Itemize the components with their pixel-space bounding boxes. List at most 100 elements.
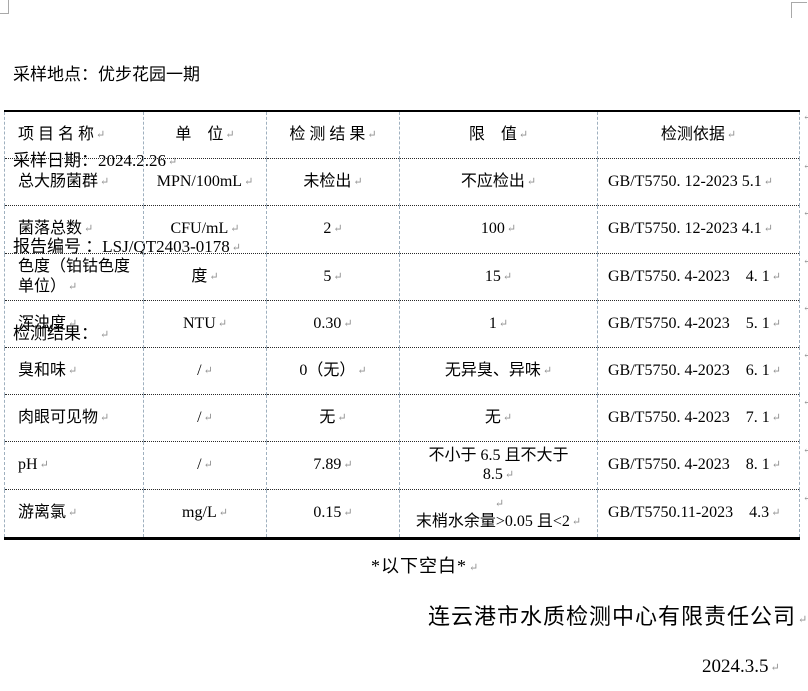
cell-text: 0（无） [299,361,356,379]
cell-text: 末梢水余量>0.05 且<2 [415,513,570,530]
cell-text: GB/T5750. 4-2023 5. 1 [608,314,770,332]
sampling-location-line[interactable]: 采样地点：优步花园一期 [13,61,241,90]
pilcrow-mark: ↵ [84,223,94,235]
cell-text: GB/T5750. 12-2023 4.1 [608,220,762,237]
cell-text: 15 [484,267,501,285]
cell-limit[interactable]: 1 ↵ [399,299,598,347]
cell-text: 色度（铂钴色度单位） [18,257,131,295]
pilcrow-mark: ↵ [244,175,254,188]
cell-text: 肉眼可见物 [18,408,99,426]
row-end-mark: ↵ [803,493,808,504]
cell-item-name[interactable]: 色度（铂钴色度单位） ↵ [4,252,144,300]
testing-company-name[interactable]: 连云港市水质检测中心有限责任公司 ↵ [428,599,808,631]
cell-text: 无 [484,408,501,426]
margin-corner-mark-top-right [791,2,807,18]
pilcrow-mark: ↵ [203,364,213,377]
pilcrow-mark: ↵ [357,364,367,377]
pilcrow-mark: ↵ [771,270,781,283]
cell-unit[interactable]: 度 ↵ [143,252,267,300]
cell-result[interactable]: 未检出 ↵ [266,157,400,205]
cell-basis[interactable]: GB/T5750.11-2023 4.3 ↵ [597,488,800,538]
cell-limit[interactable]: 无 ↵ [399,393,598,441]
column-header-result[interactable]: 检 测 结 果 ↵ [266,111,400,158]
column-header-item-name[interactable]: 项 目 名 称 ↵ [4,111,144,158]
cell-basis[interactable]: GB/T5750. 4-2023 5. 1 ↵ [597,299,800,347]
cell-basis[interactable]: GB/T5750. 12-2023 5.1 ↵ [597,157,800,205]
cell-unit[interactable]: mg/L ↵ [143,488,267,538]
table-row: 浑浊度 ↵ NTU ↵ 0.30 ↵ 1 ↵ GB/T5750. 4-2023 5. 1… [4,299,800,347]
cell-text: 0.30 [313,314,342,332]
column-header-text: 项 目 名 称 [18,125,95,143]
cell-text: 100 [480,220,505,237]
cell-result[interactable]: 0（无） ↵ [266,346,400,394]
pilcrow-mark: ↵ [494,498,505,510]
cell-text: GB/T5750. 4-2023 6. 1 [608,361,770,379]
below-blank-note[interactable]: *以下空白* ↵ [371,552,479,578]
pilcrow-mark: ↵ [763,175,773,188]
cell-text: pH [18,456,38,473]
cell-unit[interactable]: MPN/100mL ↵ [143,157,267,205]
cell-item-name[interactable]: pH ↵ [4,440,144,489]
cell-result[interactable]: 无 ↵ [266,393,400,441]
pilcrow-mark: ↵ [771,459,781,471]
cell-item-name[interactable]: 肉眼可见物 ↵ [4,393,144,441]
row-end-mark: ↵ [803,161,808,172]
cell-text: / [197,361,202,379]
pilcrow-mark: ↵ [333,223,343,235]
cell-item-name[interactable]: 浑浊度 ↵ [4,299,144,347]
cell-item-name[interactable]: 臭和味 ↵ [4,346,144,394]
cell-result[interactable]: 5 ↵ [266,252,400,300]
pilcrow-mark: ↵ [230,223,240,235]
row-end-mark: ↵ [803,303,808,314]
cell-limit[interactable]: 不应检出 ↵ [399,157,598,205]
cell-result[interactable]: 2 ↵ [266,204,400,253]
pilcrow-mark: ↵ [504,468,515,481]
pilcrow-mark: ↵ [68,507,78,519]
cell-text: GB/T5750.11-2023 4.3 [608,504,770,521]
cell-text: 无异臭、异味 [444,361,541,379]
cell-limit[interactable]: 100 ↵ [399,204,598,253]
table-row: 游离氯 ↵ mg/L ↵ 0.15 ↵ ↵ 末梢水余量>0.05 且<2 ↵ GB/T5… [4,488,800,538]
column-header-basis[interactable]: 检测依据 ↵ [597,111,800,158]
cell-basis[interactable]: GB/T5750. 4-2023 7. 1 ↵ [597,393,800,441]
cell-text: / [197,456,202,473]
pilcrow-mark: ↵ [771,364,781,377]
cell-basis[interactable]: GB/T5750. 4-2023 4. 1 ↵ [597,252,800,300]
cell-basis[interactable]: GB/T5750. 4-2023 6. 1 ↵ [597,346,800,394]
cell-text: GB/T5750. 12-2023 5.1 [608,172,762,190]
cell-basis[interactable]: GB/T5750. 12-2023 4.1 ↵ [597,204,800,253]
pilcrow-mark: ↵ [203,459,213,471]
pilcrow-mark: ↵ [763,223,773,235]
cell-unit[interactable]: NTU ↵ [143,299,267,347]
pilcrow-mark: ↵ [100,175,110,188]
cell-text: GB/T5750. 4-2023 4. 1 [608,267,770,285]
column-header-limit[interactable]: 限 值 ↵ [399,111,598,158]
row-end-mark: ↵ [803,208,808,219]
cell-item-name[interactable]: 游离氯 ↵ [4,488,144,538]
cell-unit[interactable]: CFU/mL ↵ [143,204,267,253]
cell-limit[interactable]: 无异臭、异味 ↵ [399,346,598,394]
report-date[interactable]: 2024.3.5 ↵ [702,656,780,678]
cell-text: 游离氯 [18,504,67,521]
cell-item-name[interactable]: 总大肠菌群 ↵ [4,157,144,205]
cell-unit[interactable]: / ↵ [143,346,267,394]
cell-item-name[interactable]: 菌落总数 ↵ [4,204,144,253]
cell-limit[interactable]: 不小于 6.5 且不大于 8.5 ↵ [399,440,598,489]
cell-limit[interactable]: 15 ↵ [399,252,598,300]
cell-unit[interactable]: / ↵ [143,440,267,489]
cell-limit[interactable]: ↵ 末梢水余量>0.05 且<2 ↵ [399,488,598,538]
pilcrow-mark: ↵ [353,175,363,188]
row-end-mark: ↵ [803,350,808,361]
column-header-unit[interactable]: 单 位 ↵ [143,111,267,158]
table-row: pH ↵ / ↵ 7.89 ↵ 不小于 6.5 且不大于 8.5 ↵ GB/T5750.… [4,440,800,489]
pilcrow-mark: ↵ [367,128,377,141]
pilcrow-mark: ↵ [498,317,509,330]
pilcrow-mark: ↵ [68,317,78,330]
cell-result[interactable]: 0.30 ↵ [266,299,400,347]
pilcrow-mark: ↵ [798,614,808,626]
cell-unit[interactable]: / ↵ [143,393,267,441]
cell-result[interactable]: 0.15 ↵ [266,488,400,538]
pilcrow-mark: ↵ [39,459,49,471]
cell-result[interactable]: 7.89 ↵ [266,440,400,489]
cell-basis[interactable]: GB/T5750. 4-2023 8. 1 ↵ [597,440,800,489]
